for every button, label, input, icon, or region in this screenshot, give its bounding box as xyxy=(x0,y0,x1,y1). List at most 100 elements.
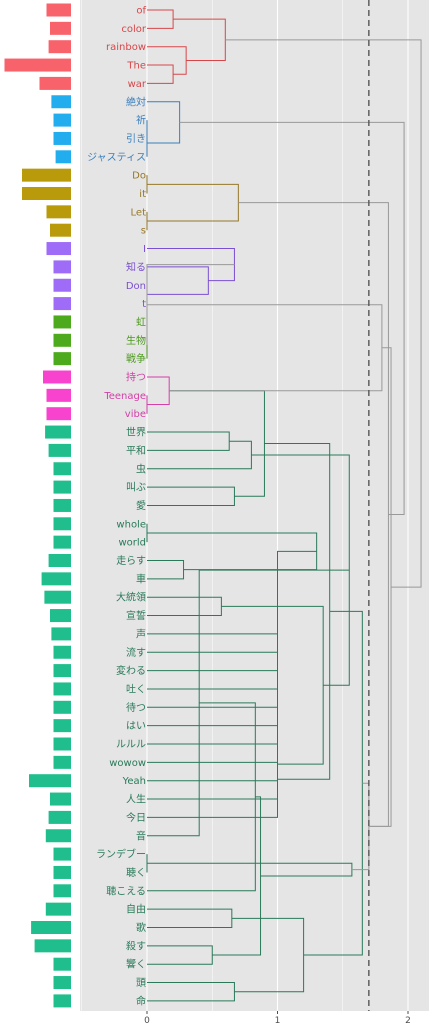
frequency-bar xyxy=(50,223,71,237)
leaf-label: s xyxy=(141,226,146,237)
leaf-label: ランデブー xyxy=(96,848,146,861)
leaf-label: 響く xyxy=(126,958,146,971)
frequency-bar xyxy=(48,443,71,457)
frequency-bar xyxy=(53,755,71,769)
leaf-label: world xyxy=(118,538,146,549)
frequency-bar xyxy=(53,113,71,127)
leaf-label: war xyxy=(128,79,147,90)
leaf-label: 命 xyxy=(136,994,146,1007)
frequency-bar xyxy=(53,994,71,1008)
frequency-bar xyxy=(43,370,71,384)
leaf-label: rainbow xyxy=(106,42,146,53)
frequency-bar xyxy=(53,700,71,714)
frequency-bar xyxy=(22,187,71,200)
frequency-bars xyxy=(4,3,72,1008)
leaf-label: 世界 xyxy=(126,427,146,439)
frequency-bar xyxy=(46,205,71,219)
leaf-label: 変わる xyxy=(116,664,146,677)
leaf-label: 流す xyxy=(126,646,146,659)
leaf-label: 虫 xyxy=(136,463,146,475)
leaf-label: 叫ぶ xyxy=(126,482,146,494)
frequency-bar xyxy=(51,95,71,109)
dendrogram-links xyxy=(146,9,422,1002)
leaf-label: 大統領 xyxy=(116,591,146,604)
leaf-label: 愛 xyxy=(136,499,146,512)
leaf-label: はい xyxy=(126,720,146,732)
leaf-label: whole xyxy=(116,519,146,530)
leaf-label: Do xyxy=(132,171,146,182)
leaf-label: 殺す xyxy=(126,939,146,952)
frequency-bar xyxy=(53,131,71,145)
leaf-label: 歌 xyxy=(136,921,146,934)
leaf-label: 車 xyxy=(136,572,146,585)
frequency-bar xyxy=(45,902,71,916)
frequency-bar xyxy=(53,352,71,366)
frequency-bar xyxy=(53,498,71,512)
leaf-label: 自由 xyxy=(126,903,146,916)
leaf-label: 声 xyxy=(136,627,146,640)
leaf-label: wowow xyxy=(109,758,146,769)
leaf-label: it xyxy=(139,189,146,200)
frequency-bar xyxy=(50,609,71,623)
frequency-bar xyxy=(53,462,71,476)
leaf-label: 虹 xyxy=(136,316,146,328)
dendrogram-link xyxy=(146,264,235,345)
frequency-bar xyxy=(50,21,71,35)
dendrogram-link xyxy=(179,121,405,516)
frequency-bar xyxy=(53,315,71,329)
frequency-bar xyxy=(53,333,71,347)
frequency-bar xyxy=(34,939,71,953)
x-axis-ticks: 0 1 2 xyxy=(144,1011,411,1024)
frequency-bar xyxy=(53,847,71,861)
leaf-label: 聴く xyxy=(126,867,146,879)
frequency-bar xyxy=(53,297,71,311)
frequency-bar xyxy=(53,682,71,696)
leaf-label: 吐く xyxy=(126,683,146,695)
frequency-bar xyxy=(53,884,71,898)
leaf-label: 祈 xyxy=(136,115,146,127)
leaf-label: 人生 xyxy=(126,793,146,806)
x-tick-label: 2 xyxy=(405,1016,411,1024)
frequency-bar xyxy=(53,517,71,531)
leaf-label: vibe xyxy=(125,409,146,420)
frequency-bar xyxy=(41,572,71,586)
frequency-bar xyxy=(53,278,71,292)
frequency-bar xyxy=(53,976,71,990)
leaf-label: color xyxy=(121,24,147,35)
frequency-bar xyxy=(50,792,71,806)
frequency-bar xyxy=(29,774,71,788)
frequency-bar xyxy=(46,242,71,256)
frequency-bar xyxy=(31,921,72,934)
leaf-label: 音 xyxy=(136,829,146,842)
frequency-bar xyxy=(53,737,71,751)
frequency-bar xyxy=(53,865,71,879)
frequency-bar xyxy=(53,719,71,733)
frequency-bar xyxy=(53,260,71,274)
frequency-bar xyxy=(45,425,71,439)
dendrogram-link xyxy=(225,39,422,588)
frequency-bar xyxy=(48,554,71,567)
leaf-label: 知る xyxy=(126,260,146,273)
frequency-bar xyxy=(48,810,71,824)
frequency-bar xyxy=(51,627,71,641)
x-tick-label: 0 xyxy=(144,1016,150,1024)
frequency-bar xyxy=(45,829,71,843)
leaf-label: Let xyxy=(131,207,147,218)
frequency-bar xyxy=(53,645,71,659)
leaf-label: 引き xyxy=(126,133,146,145)
leaf-label: 絶対 xyxy=(126,95,146,108)
leaf-label: 走らす xyxy=(116,555,146,567)
leaf-label: t xyxy=(142,299,146,310)
frequency-bar xyxy=(39,76,71,90)
frequency-bar xyxy=(53,664,71,678)
leaf-label: ルルル xyxy=(116,740,146,751)
leaf-label: 宣誓 xyxy=(126,609,146,622)
frequency-bar xyxy=(4,58,71,72)
leaf-label: 戦争 xyxy=(126,352,146,365)
x-tick-label: 1 xyxy=(275,1016,281,1024)
frequency-bar xyxy=(53,480,71,494)
plot-panel xyxy=(80,0,429,1011)
leaf-label: Teenage xyxy=(103,391,146,402)
frequency-bar xyxy=(46,388,71,402)
